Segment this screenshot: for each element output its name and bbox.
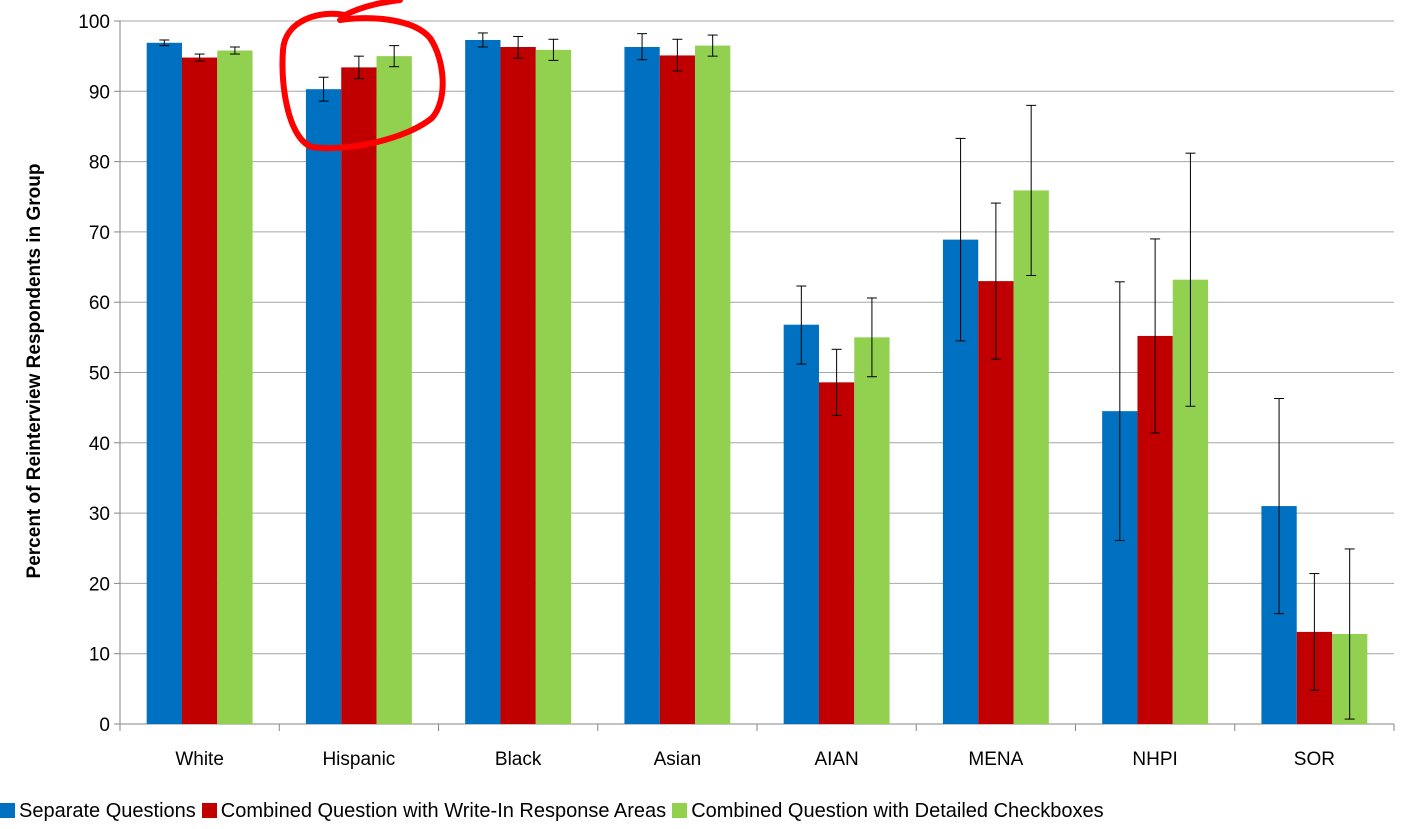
y-tick-label: 80 [89, 153, 110, 174]
bar [305, 89, 342, 725]
y-axis-label: Percent of Reinterview Respondents in Gr… [24, 164, 45, 579]
bar [624, 47, 660, 725]
bar [818, 382, 855, 724]
bar [341, 67, 377, 724]
legend-swatch [672, 803, 688, 818]
x-tick-label: Black [495, 749, 542, 770]
y-tick-label: 30 [89, 504, 110, 525]
bar [465, 39, 501, 724]
bar [1013, 190, 1049, 725]
hand-drawn-red-circle-annotation [279, 10, 446, 152]
y-tick-label: 50 [89, 364, 110, 385]
bar [217, 50, 253, 724]
bar [854, 337, 890, 724]
error-bars [159, 32, 1355, 720]
legend-item: Separate Questions [0, 800, 196, 823]
x-tick-label: White [175, 749, 224, 770]
bar [659, 55, 696, 724]
y-tick-label: 10 [89, 645, 110, 666]
y-tick-label: 90 [89, 82, 110, 103]
bar [500, 47, 536, 725]
legend-label: Combined Question with Detailed Checkbox… [691, 800, 1104, 822]
bar [181, 57, 218, 724]
x-tick-label: AIAN [814, 749, 858, 770]
y-tick-label: 40 [89, 434, 110, 455]
bars [146, 39, 1368, 725]
legend: Separate Questions Combined Question with… [0, 800, 1422, 823]
bar [376, 56, 412, 724]
x-tick-labels: White Hispanic Black Asian AIAN MENA NHPI SOR [175, 749, 1335, 770]
x-tick-label: Hispanic [322, 749, 395, 770]
y-tick-label: 20 [89, 574, 110, 595]
legend-label: Combined Question with Write-In Response… [220, 800, 667, 822]
bar [783, 324, 819, 724]
legend-swatch [0, 803, 15, 818]
legend-label: Separate Questions [19, 800, 196, 822]
legend-swatch [201, 803, 217, 818]
legend-item: Combined Question with Write-In Response… [201, 800, 667, 823]
bar [146, 42, 182, 725]
y-tick-label: 60 [89, 293, 110, 314]
x-tick-label: Asian [654, 749, 702, 770]
x-tick-label: NHPI [1132, 749, 1177, 770]
x-tick-label: SOR [1294, 749, 1335, 770]
legend-item: Combined Question with Detailed Checkbox… [672, 800, 1104, 823]
x-tick-label: MENA [968, 749, 1023, 770]
y-tick-label: 70 [89, 223, 110, 244]
bar [695, 45, 731, 725]
y-tick-label: 0 [99, 715, 110, 736]
bar [535, 49, 572, 724]
y-tick-label: 100 [78, 12, 110, 33]
y-tick-labels: 0 10 20 30 40 50 60 70 80 90 100 [78, 12, 110, 736]
annotation-stroke-top [342, 0, 403, 18]
